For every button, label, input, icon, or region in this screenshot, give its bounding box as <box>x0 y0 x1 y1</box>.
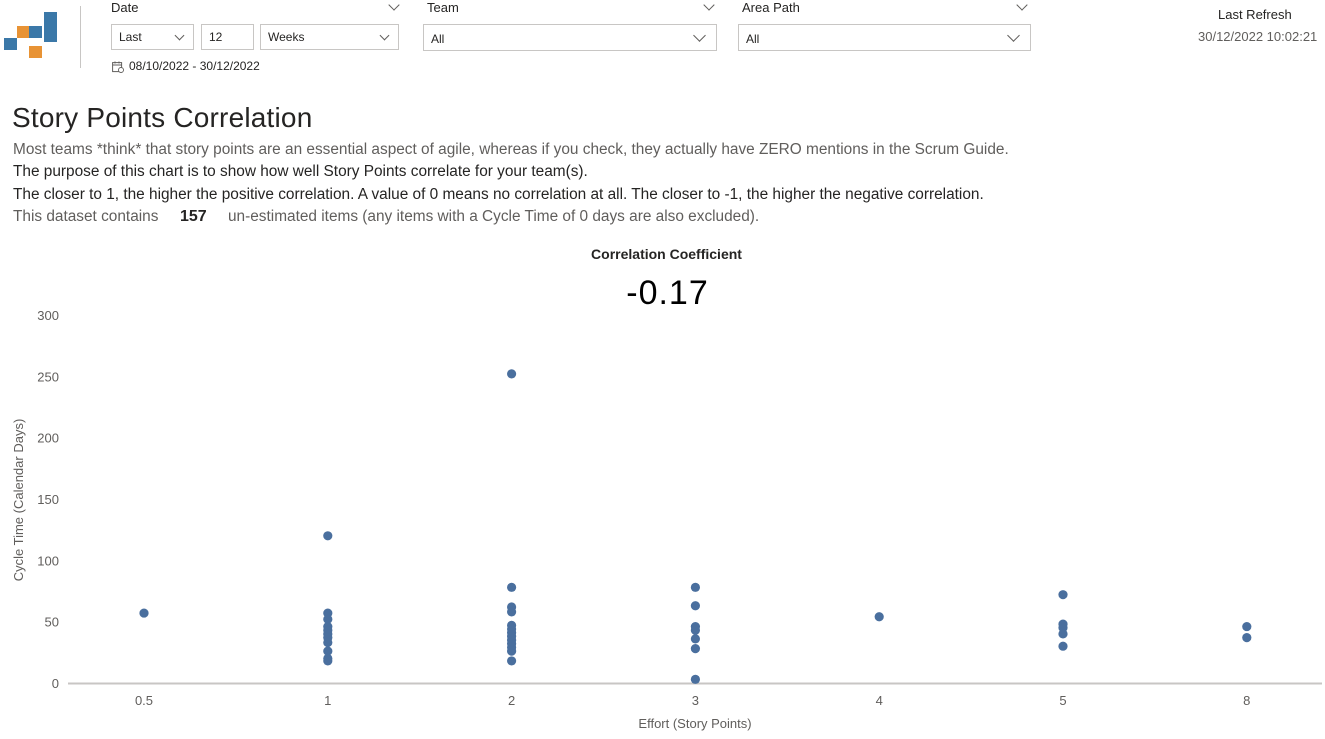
dataset-prefix: This dataset contains <box>13 208 159 225</box>
data-point[interactable] <box>690 674 701 684</box>
x-tick-label: 2 <box>508 693 515 708</box>
data-point[interactable] <box>323 656 333 666</box>
data-point[interactable] <box>690 601 701 611</box>
date-range-text: 08/10/2022 - 30/12/2022 <box>129 59 260 73</box>
calendar-icon <box>112 61 124 73</box>
data-point[interactable] <box>1242 621 1252 632</box>
team-dropdown[interactable]: All <box>423 24 717 51</box>
team-value: All <box>431 32 445 46</box>
page-title: Story Points Correlation <box>12 102 313 133</box>
x-tick-label: 0.5 <box>135 693 153 708</box>
area-path-dropdown[interactable]: All <box>738 24 1031 51</box>
unit-dropdown[interactable]: Weeks <box>260 24 399 50</box>
x-axis-title: Effort (Story Points) <box>638 716 751 731</box>
y-axis-ticks: 0 50 100 150 200 250 300 <box>37 308 59 691</box>
kpi-label: Correlation Coefficient <box>591 246 742 262</box>
logo-block <box>4 38 17 50</box>
data-point[interactable] <box>323 646 333 656</box>
amount-value: 12 <box>209 30 223 44</box>
data-point[interactable] <box>507 656 517 666</box>
data-point[interactable] <box>690 625 701 635</box>
data-point[interactable] <box>507 607 517 617</box>
y-tick-label: 150 <box>37 492 59 507</box>
data-points <box>139 369 1252 684</box>
y-tick-label: 250 <box>37 369 59 384</box>
y-tick-label: 200 <box>37 431 59 446</box>
amount-input[interactable]: 12 <box>201 24 254 50</box>
logo-block <box>17 26 29 38</box>
app-logo <box>0 0 70 70</box>
x-tick-label: 5 <box>1059 693 1066 708</box>
data-point[interactable] <box>1058 590 1068 600</box>
team-slicer-title: Team <box>427 0 459 15</box>
data-point[interactable] <box>1242 633 1252 643</box>
data-point[interactable] <box>139 608 149 618</box>
logo-block <box>29 46 42 58</box>
logo-block <box>44 12 57 42</box>
logo-block <box>29 26 42 38</box>
data-point[interactable] <box>690 644 701 654</box>
kpi-value: -0.17 <box>626 274 709 312</box>
y-tick-label: 300 <box>37 308 59 323</box>
relative-option-dropdown[interactable]: Last <box>111 24 194 50</box>
data-point[interactable] <box>874 612 884 622</box>
data-point[interactable] <box>323 531 333 541</box>
intro-line: Most teams *think* that story points are… <box>13 141 1009 158</box>
relative-option-value: Last <box>119 30 142 44</box>
data-point[interactable] <box>507 369 517 379</box>
y-tick-label: 0 <box>52 676 59 691</box>
data-point[interactable] <box>323 614 333 624</box>
x-tick-label: 3 <box>692 693 699 708</box>
x-axis-ticks: 0.5 1 2 3 4 5 8 <box>135 693 1250 708</box>
data-point[interactable] <box>323 637 333 648</box>
area-path-slicer-title: Area Path <box>742 0 800 15</box>
y-axis-title: Cycle Time (Calendar Days) <box>11 419 26 582</box>
data-point[interactable] <box>507 646 517 656</box>
data-point[interactable] <box>1058 629 1068 639</box>
purpose-line: The purpose of this chart is to show how… <box>13 163 588 180</box>
x-tick-label: 1 <box>324 693 331 708</box>
header-divider <box>80 6 81 68</box>
data-point[interactable] <box>1058 641 1068 651</box>
dataset-count: 157 <box>180 208 207 225</box>
last-refresh-label: Last Refresh <box>1218 7 1292 22</box>
area-path-value: All <box>746 32 760 46</box>
y-tick-label: 100 <box>37 553 59 568</box>
data-point[interactable] <box>690 634 701 644</box>
date-slicer-title: Date <box>111 0 139 15</box>
data-point[interactable] <box>507 582 517 592</box>
dataset-suffix: un-estimated items (any items with a Cyc… <box>228 208 760 225</box>
y-tick-label: 50 <box>45 615 59 630</box>
interpretation-line: The closer to 1, the higher the positive… <box>13 186 984 203</box>
data-point[interactable] <box>690 582 701 592</box>
unit-value: Weeks <box>268 30 305 44</box>
x-tick-label: 8 <box>1243 693 1250 708</box>
x-tick-label: 4 <box>876 693 883 708</box>
last-refresh-value: 30/12/2022 10:02:21 <box>1198 29 1318 44</box>
